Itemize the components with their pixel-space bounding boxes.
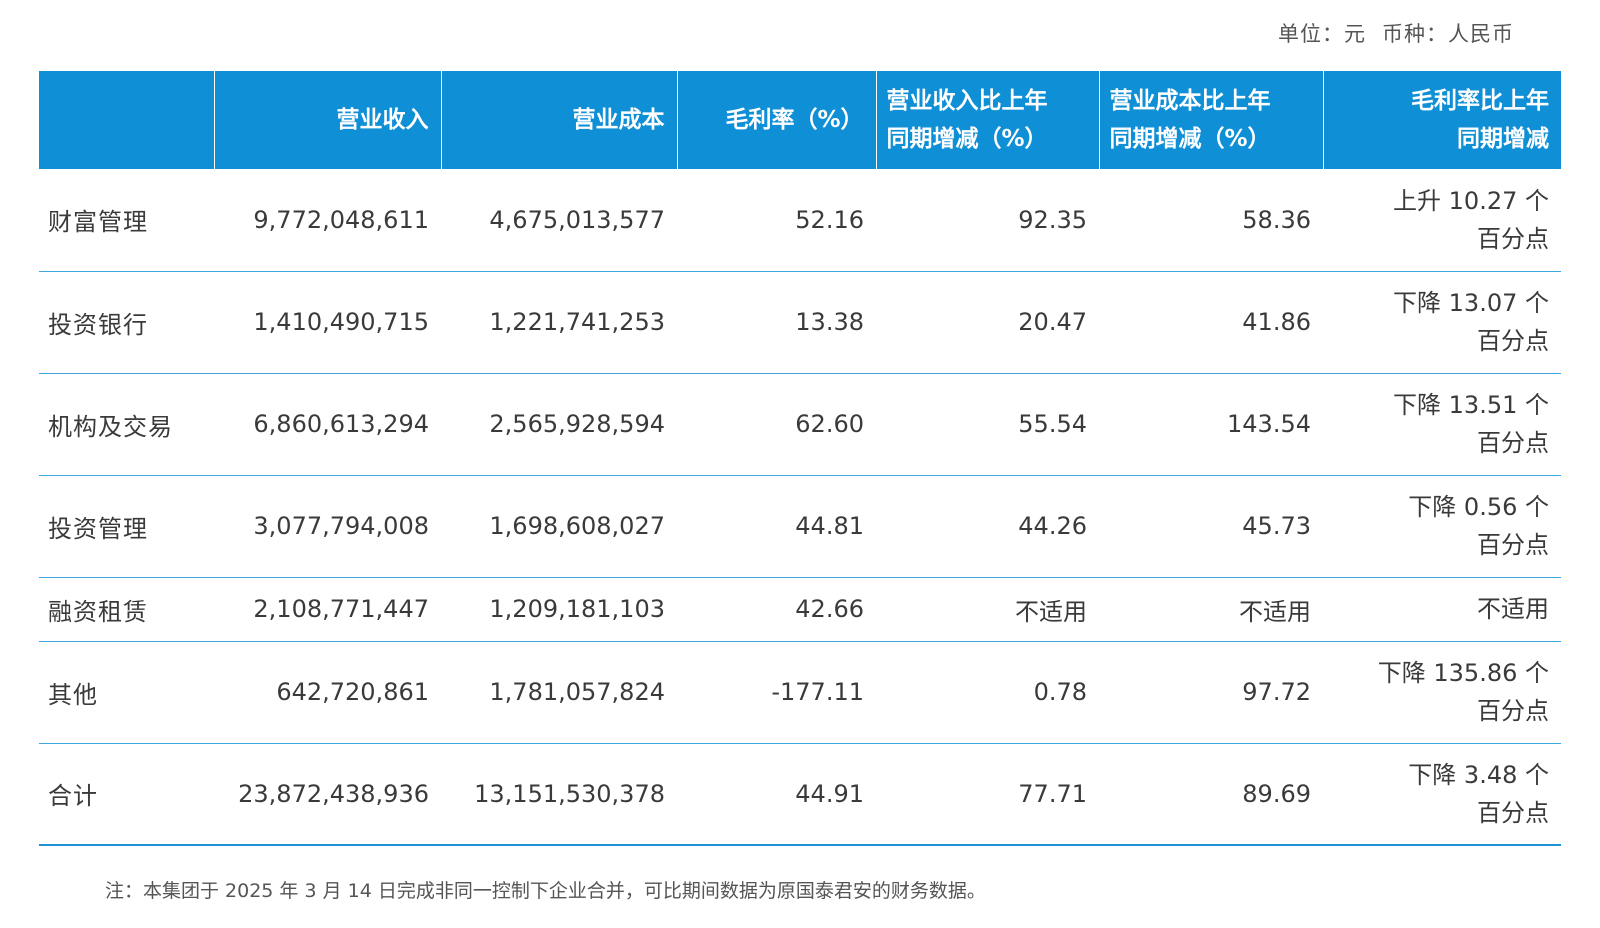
gm-change-line1: 上升 10.27 个 (1393, 186, 1549, 215)
revenue-change-cell: 55.54 (876, 373, 1099, 476)
header-revenue-change-line2: 同期增减（%） (886, 126, 1048, 152)
header-cost-change-line2: 同期增减（%） (1109, 126, 1271, 152)
revenue-change-cell: 20.47 (876, 271, 1099, 374)
gm-change-cell: 下降 135.86 个 百分点 (1323, 641, 1561, 744)
header-revenue: 营业收入 (214, 71, 442, 169)
cost-change-cell: 不适用 (1099, 577, 1323, 642)
segment-cell: 机构及交易 (39, 373, 214, 476)
gm-change-line1: 下降 135.86 个 (1377, 659, 1549, 687)
cost-change-cell: 41.86 (1099, 271, 1323, 374)
revenue-cell: 23,872,438,936 (214, 743, 441, 846)
cost-cell: 13,151,530,378 (441, 743, 677, 846)
cost-change-cell: 58.36 (1099, 169, 1323, 272)
segment-performance-table: 营业收入 营业成本 毛利率（%） 营业收入比上年 同期增减（%） 营业成本比上年… (39, 71, 1561, 846)
table-row: 投资管理 3,077,794,008 1,698,608,027 44.81 4… (39, 475, 1561, 578)
header-cost-change: 营业成本比上年 同期增减（%） (1099, 71, 1324, 169)
gross-margin-cell: 44.81 (677, 475, 876, 578)
revenue-change-cell: 不适用 (876, 577, 1099, 642)
gross-margin-cell: -177.11 (677, 641, 876, 744)
cost-cell: 1,209,181,103 (441, 577, 677, 642)
revenue-cell: 1,410,490,715 (214, 271, 441, 374)
table-row: 机构及交易 6,860,613,294 2,565,928,594 62.60 … (39, 373, 1561, 476)
gross-margin-cell: 44.91 (677, 743, 876, 846)
gm-change-cell: 上升 10.27 个 百分点 (1323, 169, 1561, 272)
header-gm-change-line2: 同期增减 (1457, 126, 1549, 152)
gm-change-line1: 下降 13.51 个 (1393, 391, 1549, 419)
gm-change-line1: 下降 13.07 个 (1393, 289, 1549, 317)
cost-cell: 1,781,057,824 (441, 641, 677, 744)
segment-cell: 投资管理 (39, 475, 214, 578)
cost-cell: 4,675,013,577 (441, 169, 677, 272)
header-row: 营业收入 营业成本 毛利率（%） 营业收入比上年 同期增减（%） 营业成本比上年… (39, 71, 1561, 169)
cost-cell: 2,565,928,594 (441, 373, 677, 476)
table-row: 其他 642,720,861 1,781,057,824 -177.11 0.7… (39, 641, 1561, 744)
gm-change-line2: 百分点 (1477, 429, 1549, 457)
gm-change-line2: 百分点 (1477, 697, 1549, 725)
table-header: 营业收入 营业成本 毛利率（%） 营业收入比上年 同期增减（%） 营业成本比上年… (39, 71, 1561, 169)
revenue-cell: 2,108,771,447 (214, 577, 441, 642)
unit-label: 单位：元 (1278, 22, 1366, 46)
gm-change-line1: 下降 3.48 个 (1408, 760, 1549, 789)
footnote: 注：本集团于 2025 年 3 月 14 日完成非同一控制下企业合并，可比期间数… (105, 880, 986, 902)
table-row: 财富管理 9,772,048,611 4,675,013,577 52.16 9… (39, 169, 1561, 272)
header-cost: 营业成本 (441, 71, 678, 169)
cost-change-cell: 89.69 (1099, 743, 1323, 846)
gm-change-line2: 百分点 (1477, 531, 1549, 559)
gm-change-line1: 不适用 (1477, 595, 1549, 623)
table-row: 投资银行 1,410,490,715 1,221,741,253 13.38 2… (39, 271, 1561, 374)
header-gross-margin: 毛利率（%） (677, 71, 877, 169)
gross-margin-cell: 62.60 (677, 373, 876, 476)
segment-cell: 合计 (39, 743, 214, 846)
revenue-change-cell: 44.26 (876, 475, 1099, 578)
revenue-change-cell: 77.71 (876, 743, 1099, 846)
header-revenue-change: 营业收入比上年 同期增减（%） (876, 71, 1100, 169)
revenue-cell: 9,772,048,611 (214, 169, 441, 272)
gm-change-line2: 百分点 (1477, 327, 1549, 355)
table-row-total: 合计 23,872,438,936 13,151,530,378 44.91 7… (39, 743, 1561, 846)
gm-change-line2: 百分点 (1477, 224, 1549, 253)
segment-cell: 融资租赁 (39, 577, 214, 642)
header-cost-change-line1: 营业成本比上年 (1109, 88, 1271, 114)
currency-label: 币种：人民币 (1382, 22, 1514, 46)
cost-cell: 1,221,741,253 (441, 271, 677, 374)
gross-margin-cell: 52.16 (677, 169, 876, 272)
gm-change-cell: 下降 3.48 个 百分点 (1323, 743, 1561, 846)
cost-change-cell: 97.72 (1099, 641, 1323, 744)
revenue-change-cell: 0.78 (876, 641, 1099, 744)
cost-change-cell: 45.73 (1099, 475, 1323, 578)
gm-change-line2: 百分点 (1477, 798, 1549, 827)
gm-change-line1: 下降 0.56 个 (1408, 493, 1549, 521)
cost-change-cell: 143.54 (1099, 373, 1323, 476)
gm-change-cell: 下降 0.56 个 百分点 (1323, 475, 1561, 578)
gm-change-cell: 不适用 (1323, 577, 1561, 642)
gm-change-cell: 下降 13.07 个 百分点 (1323, 271, 1561, 374)
gm-change-cell: 下降 13.51 个 百分点 (1323, 373, 1561, 476)
unit-currency-line: 单位：元 币种：人民币 (1278, 18, 1514, 48)
revenue-cell: 3,077,794,008 (214, 475, 441, 578)
revenue-change-cell: 92.35 (876, 169, 1099, 272)
header-revenue-change-line1: 营业收入比上年 (886, 88, 1048, 114)
revenue-cell: 6,860,613,294 (214, 373, 441, 476)
segment-cell: 其他 (39, 641, 214, 744)
segment-cell: 财富管理 (39, 169, 214, 272)
cost-cell: 1,698,608,027 (441, 475, 677, 578)
revenue-cell: 642,720,861 (214, 641, 441, 744)
segment-cell: 投资银行 (39, 271, 214, 374)
header-gm-change-line1: 毛利率比上年 (1411, 88, 1549, 114)
table-row: 融资租赁 2,108,771,447 1,209,181,103 42.66 不… (39, 577, 1561, 642)
table-body: 财富管理 9,772,048,611 4,675,013,577 52.16 9… (39, 169, 1561, 846)
header-segment (39, 71, 215, 169)
header-gm-change: 毛利率比上年 同期增减 (1323, 71, 1561, 169)
gross-margin-cell: 42.66 (677, 577, 876, 642)
gross-margin-cell: 13.38 (677, 271, 876, 374)
